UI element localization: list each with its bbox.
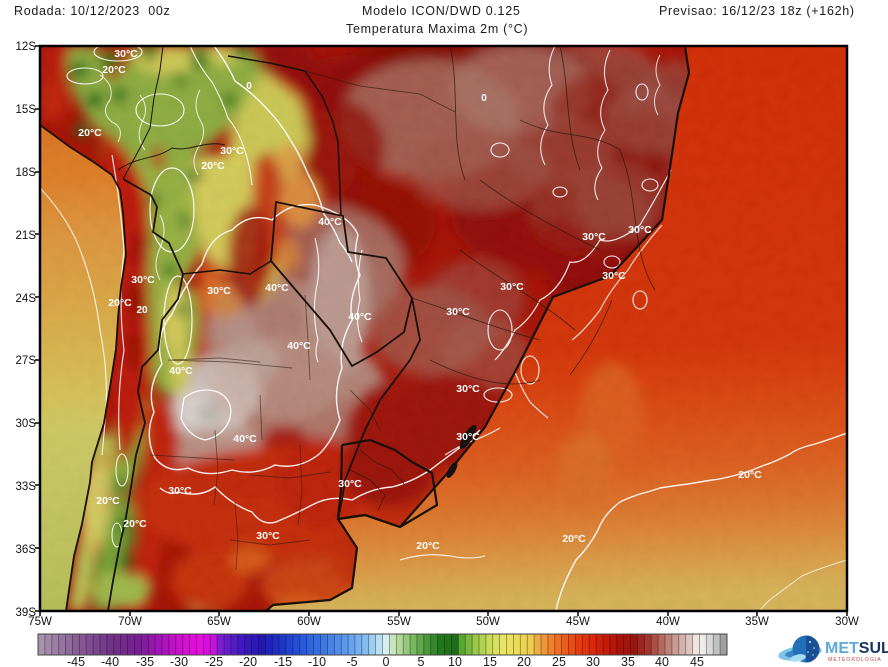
svg-text:21S: 21S <box>16 230 37 242</box>
svg-text:45: 45 <box>690 655 704 667</box>
svg-text:39S: 39S <box>16 607 37 619</box>
svg-text:24S: 24S <box>16 293 37 305</box>
svg-text:30°C: 30°C <box>628 224 652 236</box>
svg-text:METSUL: METSUL <box>825 640 888 657</box>
svg-text:40°C: 40°C <box>265 282 289 294</box>
svg-text:35: 35 <box>621 655 635 667</box>
svg-text:12S: 12S <box>16 41 37 53</box>
svg-text:0: 0 <box>246 81 252 92</box>
svg-text:30°C: 30°C <box>456 431 480 443</box>
svg-text:20°C: 20°C <box>562 533 586 545</box>
svg-text:5: 5 <box>418 655 425 667</box>
svg-text:20°C: 20°C <box>102 64 126 76</box>
svg-text:27S: 27S <box>16 355 37 367</box>
svg-text:20°C: 20°C <box>108 297 132 309</box>
svg-text:70W: 70W <box>118 616 142 628</box>
svg-text:-25: -25 <box>205 655 223 667</box>
svg-text:55W: 55W <box>387 616 411 628</box>
svg-text:30°C: 30°C <box>131 274 155 286</box>
svg-text:-35: -35 <box>136 655 154 667</box>
svg-text:20: 20 <box>517 655 531 667</box>
svg-text:30°C: 30°C <box>338 478 362 490</box>
svg-text:-10: -10 <box>308 655 326 667</box>
svg-text:15S: 15S <box>16 104 37 116</box>
svg-text:18S: 18S <box>16 167 37 179</box>
svg-text:METEOROLOGIA: METEOROLOGIA <box>828 657 882 663</box>
svg-text:30°C: 30°C <box>456 383 480 395</box>
svg-text:30°C: 30°C <box>446 306 470 318</box>
svg-text:40°C: 40°C <box>318 216 342 228</box>
svg-text:36S: 36S <box>16 544 37 556</box>
svg-text:33S: 33S <box>16 481 37 493</box>
svg-text:30°C: 30°C <box>500 281 524 293</box>
svg-text:-30: -30 <box>170 655 188 667</box>
svg-text:-20: -20 <box>239 655 257 667</box>
svg-text:35W: 35W <box>745 616 769 628</box>
svg-text:30°C: 30°C <box>220 145 244 157</box>
svg-text:10: 10 <box>448 655 462 667</box>
svg-text:30W: 30W <box>835 616 859 628</box>
svg-text:30°C: 30°C <box>114 48 138 60</box>
svg-text:40°C: 40°C <box>169 365 193 377</box>
svg-text:30°C: 30°C <box>582 231 606 243</box>
svg-text:20°C: 20°C <box>78 127 102 139</box>
svg-text:30S: 30S <box>16 418 37 430</box>
svg-text:65W: 65W <box>207 616 231 628</box>
svg-text:-45: -45 <box>67 655 85 667</box>
svg-text:75W: 75W <box>28 616 52 628</box>
svg-text:25: 25 <box>552 655 566 667</box>
svg-text:40°C: 40°C <box>287 340 311 352</box>
svg-text:-5: -5 <box>346 655 357 667</box>
svg-text:20°C: 20°C <box>123 518 147 530</box>
svg-text:30°C: 30°C <box>168 485 192 497</box>
svg-text:40: 40 <box>655 655 669 667</box>
svg-text:0: 0 <box>481 93 487 104</box>
svg-text:20°C: 20°C <box>416 540 440 552</box>
svg-text:30: 30 <box>586 655 600 667</box>
svg-text:0: 0 <box>383 655 390 667</box>
svg-text:40°C: 40°C <box>348 311 372 323</box>
svg-text:-15: -15 <box>274 655 292 667</box>
svg-text:20°C: 20°C <box>738 469 762 481</box>
svg-text:20: 20 <box>136 305 148 316</box>
svg-text:30°C: 30°C <box>207 285 231 297</box>
svg-text:-40: -40 <box>101 655 119 667</box>
svg-text:60W: 60W <box>297 616 321 628</box>
svg-text:45W: 45W <box>566 616 590 628</box>
svg-text:30°C: 30°C <box>256 530 280 542</box>
svg-text:20°C: 20°C <box>96 495 120 507</box>
svg-text:15: 15 <box>483 655 497 667</box>
svg-text:40W: 40W <box>656 616 680 628</box>
svg-text:50W: 50W <box>476 616 500 628</box>
svg-text:30°C: 30°C <box>602 270 626 282</box>
svg-text:40°C: 40°C <box>233 433 257 445</box>
svg-text:20°C: 20°C <box>201 160 225 172</box>
